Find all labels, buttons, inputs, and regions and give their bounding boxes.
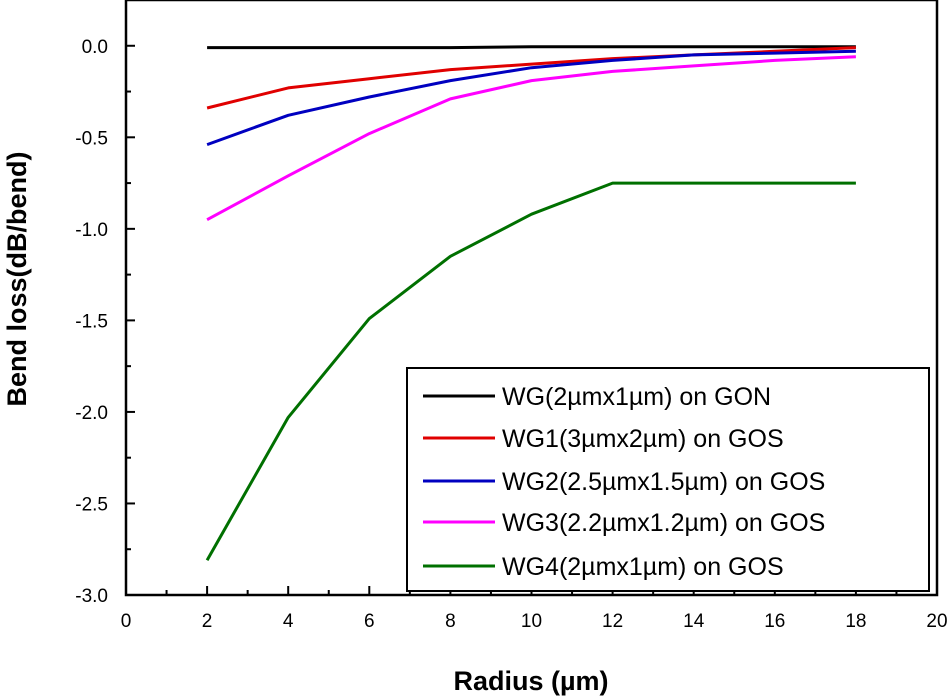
x-tick-label: 8	[445, 611, 456, 632]
x-tick-label: 10	[521, 611, 542, 632]
x-tick-label: 18	[845, 611, 866, 632]
x-tick-label: 2	[202, 611, 213, 632]
x-tick-label: 20	[926, 611, 947, 632]
x-tick-label: 6	[364, 611, 375, 632]
x-tick-label: 12	[602, 611, 623, 632]
series-line-5	[205, 181, 856, 561]
y-tick-label: -2.0	[75, 403, 108, 424]
y-tick-label: 0.0	[82, 37, 108, 58]
x-tick-label: 0	[121, 611, 132, 632]
legend-label: WG(2µmx1µm) on GON	[502, 383, 771, 411]
series-line-2	[206, 46, 856, 110]
legend-label: WG3(2.2µmx1.2µm) on GOS	[502, 509, 825, 537]
series-line-4	[206, 55, 856, 222]
series-line-1	[207, 45, 856, 50]
x-tick-label: 16	[764, 611, 785, 632]
x-axis-ticks: 0 2 4 6 8 10 12 14 16 18 20	[121, 586, 948, 632]
y-axis-title: Bend loss(dB/bend)	[2, 152, 32, 407]
y-tick-label: -1.5	[75, 311, 108, 332]
x-tick-label: 4	[283, 611, 294, 632]
y-tick-label: -1.0	[75, 220, 108, 241]
y-tick-label: -2.5	[75, 494, 108, 515]
y-tick-label: -3.0	[75, 586, 108, 607]
y-axis-ticks: 0.0 -0.5 -1.0 -1.5 -2.0 -2.5 -3.0	[75, 0, 135, 607]
legend-label: WG4(2µmx1µm) on GOS	[502, 553, 784, 581]
legend-label: WG2(2.5µmx1.5µm) on GOS	[502, 468, 825, 496]
legend: WG(2µmx1µm) on GON WG1(3µmx2µm) on GOS WG2…	[406, 367, 930, 592]
x-tick-label: 14	[683, 611, 705, 632]
x-axis-title: Radius (µm)	[453, 666, 608, 696]
series-lines	[205, 45, 856, 561]
series-line-3	[206, 49, 856, 147]
y-tick-label: -0.5	[75, 128, 108, 149]
legend-label: WG1(3µmx2µm) on GOS	[502, 425, 784, 453]
